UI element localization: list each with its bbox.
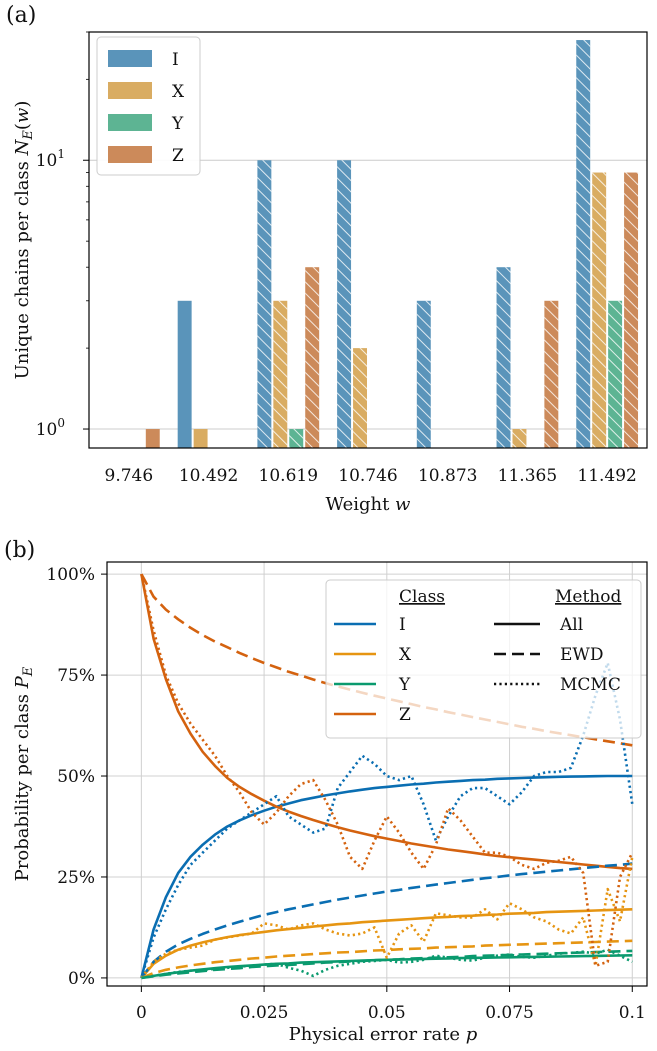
y-tick-label: 100 (36, 416, 65, 440)
legend-label-Y: Y (171, 114, 184, 134)
bar-hatch-I (416, 300, 431, 448)
bar-hatch-X (273, 300, 288, 448)
series-line-X-mcmc (140, 856, 634, 979)
y-tick-label: 0% (68, 969, 95, 989)
panel-b-label: (b) (4, 538, 35, 563)
panel-a: (a) 100 101 9.746 10.492 10.619 10.746 10.873… (6, 3, 648, 515)
x-tick-label: 10.492 (179, 466, 238, 486)
x-tick-label: 0 (136, 1003, 147, 1023)
panel-a-x-axis-label: Weight w (326, 494, 412, 515)
legend-swatch-Z (108, 146, 152, 163)
y-tick-exponent: 0 (57, 416, 65, 430)
panel-a-label: (a) (6, 3, 36, 28)
x-tick-label: 11.492 (577, 466, 636, 486)
x-tick-label: 9.746 (105, 466, 154, 486)
panel-b-y-axis-label: Probability per class PE (12, 666, 36, 881)
panel-b-x-ticks: 0 0.025 0.05 0.075 0.1 (136, 986, 646, 1023)
bar-hatch-I (337, 160, 352, 448)
y-tick-label: 75% (57, 666, 95, 686)
y-tick-label: 100% (46, 565, 95, 585)
panel-b-grid (107, 562, 647, 986)
legend-swatch-X (108, 82, 152, 99)
legend-label-ewd: EWD (560, 645, 604, 665)
bar-hatch-I (257, 160, 272, 448)
bar-hatch-Y (289, 429, 304, 448)
bar-hatch-Z (544, 300, 559, 448)
series-line-X-ewd (140, 939, 633, 980)
x-tick-label: 0.05 (368, 1003, 406, 1023)
legend-label-X: X (399, 645, 412, 665)
legend-label-Y: Y (398, 675, 411, 695)
legend-swatch-Y (108, 114, 152, 131)
legend-label-I: I (399, 615, 406, 635)
bar-hatch-I (576, 40, 591, 448)
bar-hatch-I (496, 267, 511, 448)
legend-class-title: Class (399, 587, 445, 607)
legend-label-I: I (172, 50, 179, 70)
bar-I (177, 300, 192, 448)
panel-a-x-ticks: 9.746 10.492 10.619 10.746 10.873 11.365 11.49… (105, 466, 637, 486)
panel-a-y-axis-label: Unique chains per class NE(w) (12, 101, 36, 380)
y-tick-exponent: 1 (57, 147, 65, 161)
legend-label-Z: Z (399, 705, 411, 725)
legend-label-mcmc: MCMC (560, 675, 621, 695)
y-tick-label: 50% (57, 767, 95, 787)
legend-label-X: X (172, 82, 185, 102)
panel-a-grid (89, 159, 647, 430)
bar-X (193, 429, 208, 448)
series-line-X-all (140, 908, 633, 979)
y-tick-label: 25% (57, 868, 95, 888)
x-tick-label: 0.075 (485, 1003, 534, 1023)
panel-a-frame (88, 31, 648, 449)
x-tick-label: 0.1 (619, 1003, 646, 1023)
bar-hatch-X (512, 429, 527, 448)
series-line-I-all (140, 774, 633, 979)
bar-Z (145, 429, 160, 448)
series-line-Y-mcmc (141, 948, 633, 980)
bar-hatch-Y (608, 300, 623, 448)
series-line-Z-all (140, 573, 633, 871)
bar-hatch-Z (624, 172, 639, 448)
panel-b-frame (106, 561, 648, 987)
legend-method-title: Method (555, 587, 621, 607)
panel-b-x-axis-label: Physical error rate p (289, 1024, 478, 1045)
legend-box (325, 579, 642, 739)
x-tick-label: 10.619 (259, 466, 318, 486)
legend-label-Z: Z (172, 146, 184, 166)
legend-swatch-I (108, 50, 152, 67)
panel-a-y-ticks: 100 101 (36, 31, 89, 440)
legend-label-all: All (559, 615, 583, 635)
series-line-I-ewd (140, 862, 633, 979)
panel-b-y-ticks: 0% 25% 50% 75% 100% (46, 565, 107, 989)
x-tick-label: 10.873 (418, 466, 477, 486)
x-tick-label: 0.025 (240, 1003, 289, 1023)
x-tick-label: 10.746 (338, 466, 397, 486)
bar-hatch-Z (305, 267, 320, 448)
bar-hatch-X (592, 172, 607, 448)
y-tick-label: 101 (36, 147, 65, 171)
panel-a-bars (145, 40, 639, 448)
x-tick-label: 11.365 (498, 466, 557, 486)
bar-hatch-X (353, 348, 367, 448)
legend-box (96, 36, 201, 176)
